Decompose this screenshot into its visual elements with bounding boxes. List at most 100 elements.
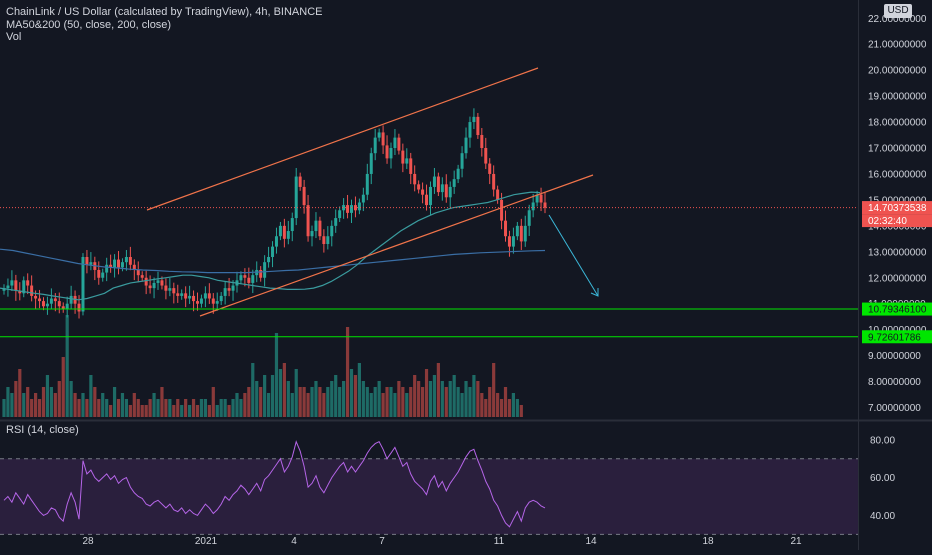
volume-bar [440, 381, 444, 417]
candle-body [409, 158, 413, 174]
candle-body [57, 301, 61, 307]
candle-body [405, 158, 409, 164]
candle-body [26, 280, 30, 286]
current-price-tag-bg [862, 201, 932, 215]
volume-bar [85, 399, 89, 417]
volume-bar [37, 399, 42, 417]
volume-bar [41, 387, 46, 417]
candle-body [377, 132, 381, 138]
candle-body [436, 176, 440, 193]
candle-body [539, 194, 543, 203]
candle-body [38, 298, 42, 302]
candle-body [472, 116, 476, 123]
volume-bar [109, 405, 113, 417]
candle-body [302, 186, 306, 206]
ma-indicator-label[interactable]: MA50&200 (50, close, 200, close) [6, 19, 172, 31]
candle-body [401, 150, 405, 164]
volume-bar [409, 387, 413, 417]
volume-bar [6, 387, 10, 417]
candlestick-series [2, 108, 547, 319]
support-1-tag: 10.79346100 [868, 305, 927, 316]
candle-body [176, 293, 180, 296]
candle-body [417, 184, 421, 190]
candle-body [511, 236, 515, 247]
current-price-tag: 14.70373538 [868, 203, 927, 214]
volume-bar [472, 375, 476, 417]
candle-body [282, 225, 286, 239]
volume-bar [215, 405, 219, 417]
candle-body [227, 288, 231, 291]
volume-bar [105, 399, 109, 417]
candle-body [271, 246, 275, 257]
volume-bar [49, 387, 53, 417]
candle-body [294, 176, 298, 219]
volume-bar [385, 387, 389, 417]
time-tick-label: 18 [702, 536, 714, 547]
volume-bar [180, 405, 184, 417]
rsi-indicator-label[interactable]: RSI (14, close) [6, 424, 79, 436]
volume-bar [211, 387, 215, 417]
rsi-series [3, 440, 546, 528]
volume-bar [33, 393, 38, 417]
candle-body [456, 168, 460, 180]
currency-badge[interactable]: USD [884, 4, 912, 18]
volume-bar [18, 369, 22, 417]
volume-bar [401, 387, 405, 417]
volume-bar [176, 399, 180, 417]
candle-body [444, 184, 448, 198]
candle-body [156, 280, 160, 283]
volume-bar [499, 399, 504, 417]
candle-countdown-tag: 02:32:40 [868, 216, 907, 227]
volume-bar [140, 405, 144, 417]
candle-body [219, 295, 223, 302]
candle-body [195, 301, 199, 304]
volume-bar [476, 381, 480, 417]
candle-body [6, 285, 10, 289]
volume-indicator-label[interactable]: Vol [6, 31, 22, 43]
candle-body [259, 269, 263, 278]
volume-bar [235, 393, 239, 417]
candle-body [128, 256, 132, 265]
rsi-tick-label: 60.00 [870, 473, 895, 484]
candle-body [160, 280, 164, 286]
candle-body [346, 205, 350, 213]
volume-bar [239, 399, 243, 417]
volume-bar [330, 381, 334, 417]
volume-bar [274, 333, 279, 417]
support-1-tag-bg [862, 302, 932, 316]
candle-body [274, 236, 278, 247]
support-2-tag: 9.72601786 [868, 332, 921, 343]
candle-body [124, 256, 128, 263]
volume-bar [365, 387, 369, 417]
time-tick-label: 14 [585, 536, 597, 547]
volume-bar [136, 399, 140, 417]
candle-body [267, 256, 271, 263]
candle-body [113, 259, 117, 268]
volume-bar [227, 405, 231, 417]
candle-body [298, 176, 302, 187]
candle-body [290, 218, 294, 232]
candle-body [61, 306, 65, 309]
candle-body [199, 298, 203, 304]
candle-body [211, 298, 215, 304]
candle-body [89, 262, 93, 265]
candle-body [41, 301, 45, 307]
volume-bar [259, 387, 263, 417]
volume-bar [488, 387, 492, 417]
volume-bar [310, 387, 314, 417]
candle-body [97, 269, 101, 278]
volume-bar [428, 381, 433, 417]
forecast-arrow-line [548, 214, 599, 297]
candle-body [148, 285, 152, 289]
candle-body [397, 137, 401, 151]
candle-body [164, 285, 168, 291]
candle-body [385, 145, 389, 159]
candle-body [239, 275, 243, 281]
volume-bar [53, 393, 57, 417]
volume-bar [515, 399, 519, 417]
price-tick-label: 20.00000000 [868, 66, 927, 77]
candle-body [101, 272, 105, 278]
candle-body [140, 275, 144, 278]
